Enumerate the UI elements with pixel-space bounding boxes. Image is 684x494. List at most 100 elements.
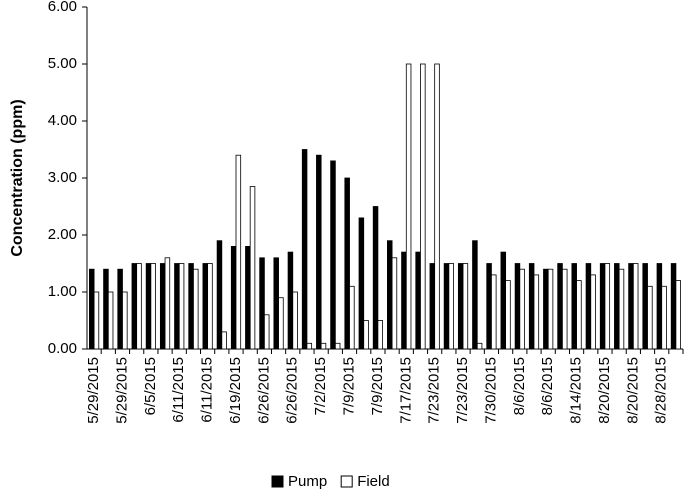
bar: [472, 240, 478, 350]
bar: [614, 263, 620, 350]
bar: [661, 285, 667, 350]
x-tick-label: 8/20/2015: [596, 357, 613, 424]
bar: [590, 274, 596, 350]
bar: [528, 263, 535, 350]
x-tick-label: 6/19/2015: [227, 357, 244, 424]
bar: [207, 263, 213, 350]
legend-label: Pump: [288, 473, 327, 490]
bar: [415, 251, 421, 350]
bar: [547, 268, 554, 350]
bar: [122, 291, 128, 350]
bar: [230, 245, 237, 350]
bar: [292, 291, 298, 350]
bar: [174, 263, 180, 350]
bar: [514, 263, 521, 350]
bar: [642, 263, 648, 350]
bar: [533, 274, 540, 350]
y-tick-label: 5.00: [48, 55, 77, 72]
x-tick-label: 6/5/2015: [142, 357, 159, 415]
bar: [150, 263, 156, 350]
bar: [316, 154, 322, 350]
bar: [164, 257, 171, 350]
bar: [377, 320, 383, 350]
bar: [320, 342, 327, 350]
bar: [486, 263, 492, 350]
x-tick-label: 8/6/2015: [511, 357, 528, 415]
bar: [117, 268, 123, 350]
bar: [543, 268, 549, 350]
bar: [131, 263, 138, 350]
bar: [618, 268, 625, 350]
bar: [500, 251, 507, 350]
y-tick-label: 3.00: [48, 169, 77, 186]
x-tick-label: 8/6/2015: [539, 357, 556, 415]
x-tick-label: 7/30/2015: [482, 357, 499, 424]
x-tick-label: 8/14/2015: [568, 357, 585, 424]
bar: [245, 245, 251, 350]
legend-swatch: [340, 475, 353, 488]
bar: [330, 160, 336, 350]
x-tick-label: 8/28/2015: [653, 357, 670, 424]
bar: [443, 263, 450, 350]
bar: [349, 285, 355, 350]
bar: [557, 263, 563, 350]
bar: [287, 251, 294, 350]
bar: [462, 263, 469, 350]
bar: [178, 263, 185, 350]
bar: [136, 263, 142, 350]
x-tick-label: 7/23/2015: [426, 357, 443, 424]
bar: [235, 154, 242, 350]
bar: [434, 63, 440, 350]
bar: [505, 280, 511, 350]
bar: [188, 263, 194, 350]
bar: [632, 263, 639, 350]
y-tick-label: 2.00: [48, 226, 77, 243]
y-tick-label: 1.00: [48, 283, 77, 300]
bar: [405, 63, 412, 350]
legend-label: Field: [357, 473, 390, 490]
bar: [420, 63, 426, 350]
x-tick-label: 5/29/2015: [113, 357, 130, 424]
bar: [647, 285, 653, 350]
bar: [344, 177, 350, 350]
bar: [491, 274, 497, 350]
bar: [519, 268, 525, 350]
bar: [571, 263, 577, 350]
bar: [363, 320, 369, 350]
x-tick-label: 6/26/2015: [255, 357, 272, 424]
bar: [273, 257, 279, 350]
bar: [448, 263, 454, 350]
bar: [93, 291, 100, 350]
bar: [372, 206, 379, 350]
x-tick-label: 7/2/2015: [312, 357, 329, 415]
y-tick-label: 0.00: [48, 340, 77, 357]
bar: [159, 263, 166, 350]
bar: [585, 263, 592, 350]
bar: [576, 280, 582, 350]
bar: [216, 240, 223, 350]
bar: [278, 297, 284, 350]
bar: [675, 280, 681, 350]
y-axis-label: Concentration (ppm): [9, 99, 26, 256]
bar: [107, 291, 114, 350]
bar: [476, 342, 483, 350]
x-tick-label: 7/17/2015: [397, 357, 414, 424]
bar: [670, 263, 677, 350]
bar: [358, 217, 365, 350]
x-tick-label: 7/9/2015: [340, 357, 357, 415]
x-tick-label: 5/29/2015: [85, 357, 102, 424]
y-tick-label: 4.00: [48, 112, 77, 129]
bar: [145, 263, 152, 350]
bar: [457, 263, 464, 350]
bar: [599, 263, 606, 350]
bar: [103, 268, 109, 350]
bar: [656, 263, 663, 350]
bar: [387, 240, 393, 350]
bar: [259, 257, 265, 350]
bar: [628, 263, 634, 350]
legend-swatch: [271, 475, 284, 488]
x-tick-label: 7/9/2015: [369, 357, 386, 415]
bar: [604, 263, 611, 350]
bar: [263, 314, 270, 350]
